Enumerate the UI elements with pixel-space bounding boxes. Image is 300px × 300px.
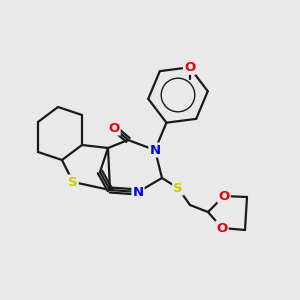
Text: O: O bbox=[108, 122, 120, 134]
Text: O: O bbox=[218, 190, 230, 202]
Text: O: O bbox=[216, 221, 228, 235]
Text: N: N bbox=[149, 143, 161, 157]
Text: O: O bbox=[184, 61, 195, 74]
Text: S: S bbox=[68, 176, 78, 188]
Text: N: N bbox=[132, 185, 144, 199]
Text: S: S bbox=[173, 182, 183, 194]
